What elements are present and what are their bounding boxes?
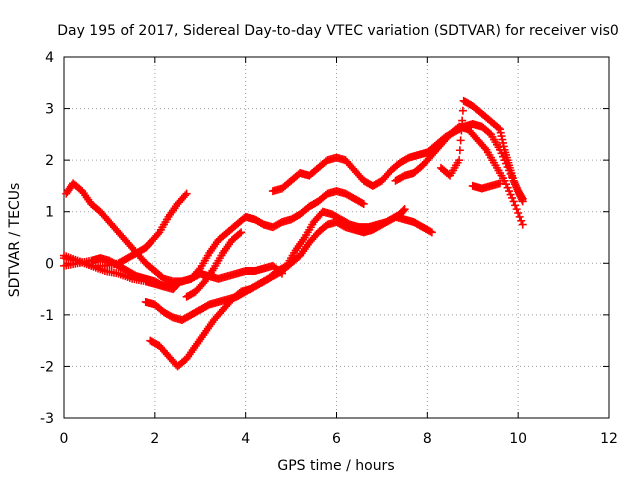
series-satellite-track-D: [60, 254, 182, 294]
grid-lines: [64, 57, 609, 418]
chart-title: Day 195 of 2017, Sidereal Day-to-day VTE…: [57, 23, 619, 39]
data-point: [181, 191, 190, 200]
x-tick-label: 10: [509, 431, 527, 447]
x-tick-label: 8: [423, 431, 432, 447]
x-tick-label: 4: [241, 431, 250, 447]
data-point: [400, 205, 409, 214]
data-point: [455, 146, 464, 155]
series-satellite-track-K: [468, 179, 504, 193]
data-point: [511, 201, 520, 210]
y-tick-label: 3: [45, 102, 54, 118]
data-point: [153, 230, 162, 239]
y-tick-label: 0: [45, 256, 54, 272]
series-satellite-track-F: [146, 207, 436, 371]
data-point: [514, 209, 523, 218]
y-tick-label: 4: [45, 50, 54, 66]
y-tick-label: 1: [45, 205, 54, 221]
x-tick-label: 12: [600, 431, 618, 447]
y-tick-label: -3: [40, 411, 54, 427]
data-point: [426, 227, 435, 236]
data-point: [496, 179, 504, 188]
data-point: [515, 212, 524, 221]
x-tick-label: 6: [332, 431, 341, 447]
data-point: [480, 144, 489, 153]
series-satellite-track-G: [182, 228, 246, 301]
data-point: [182, 189, 191, 198]
series-satellite-track-I: [391, 122, 527, 229]
series-satellite-track-J: [436, 96, 527, 203]
data-point: [235, 229, 244, 238]
data-point: [458, 116, 467, 125]
data-point: [509, 197, 518, 206]
data-point: [237, 228, 246, 237]
data-point: [518, 220, 527, 229]
data-point: [456, 136, 465, 145]
data-point: [194, 266, 203, 275]
data-point: [427, 228, 436, 237]
data-point: [359, 199, 368, 208]
x-axis-label: GPS time / hours: [277, 458, 394, 474]
data-point: [512, 205, 521, 214]
data-point: [457, 126, 466, 135]
data-points: [60, 96, 527, 371]
x-tick-label: 0: [60, 431, 69, 447]
data-point: [458, 106, 467, 115]
y-tick-label: -1: [40, 308, 54, 324]
y-axis-label: SDTVAR / TECUs: [7, 183, 23, 298]
data-point: [358, 199, 367, 208]
data-point: [517, 216, 526, 225]
data-point: [494, 123, 503, 132]
data-point: [455, 156, 464, 165]
data-point: [518, 194, 527, 203]
series-satellite-track-C: [60, 187, 368, 291]
x-tick-labels: 0 2 4 6 8 10 12: [60, 431, 618, 447]
series-satellite-track-H: [268, 120, 527, 206]
y-tick-label: -2: [40, 359, 54, 375]
y-tick-labels: -3 -2 -1 0 1 2 3 4: [40, 50, 54, 427]
y-tick-label: 2: [45, 153, 54, 169]
data-point: [173, 279, 182, 288]
x-tick-label: 2: [150, 431, 159, 447]
